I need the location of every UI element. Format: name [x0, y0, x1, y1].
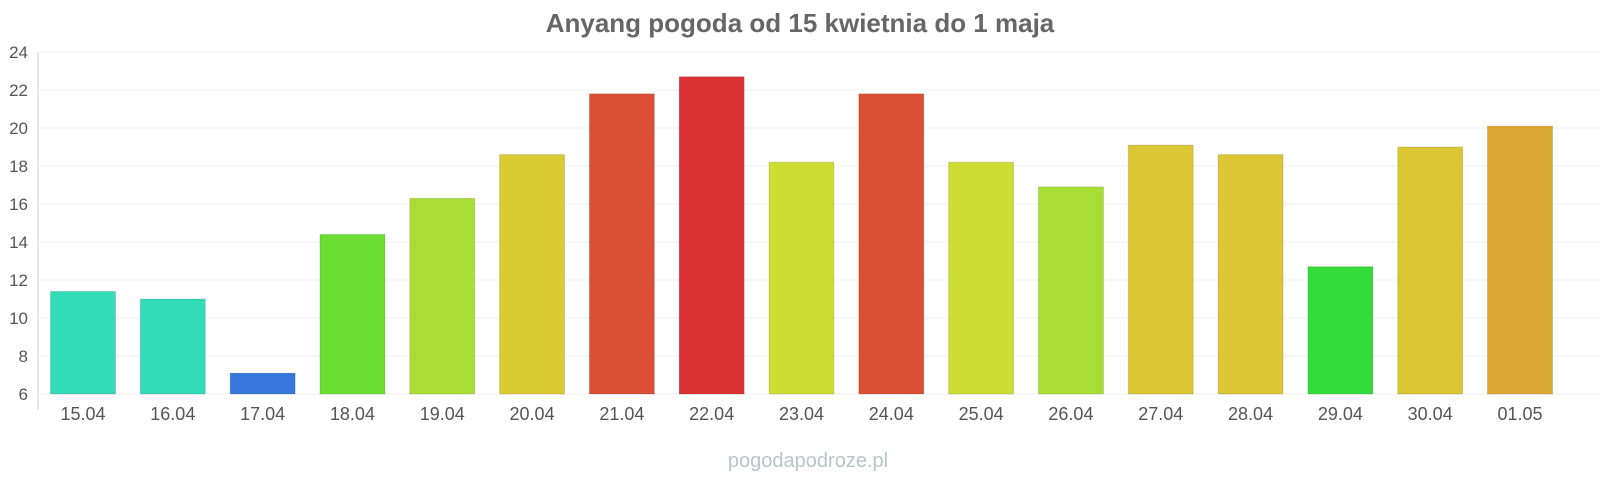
x-tick-label: 16.04 — [150, 404, 195, 424]
bar-28.04 — [1217, 154, 1284, 395]
bar-25.04 — [948, 161, 1015, 395]
bar-23.04 — [768, 161, 835, 395]
y-tick-label: 14 — [9, 233, 28, 252]
bar-18.04 — [319, 233, 386, 395]
x-tick-label: 22.04 — [689, 404, 734, 424]
x-tick-label: 24.04 — [869, 404, 914, 424]
bar-19.04 — [409, 197, 476, 395]
x-axis-ticks: 15.04 16.04 17.04 18.04 19.04 20.04 21.04 22.04… — [60, 404, 1542, 424]
x-tick-label: 01.05 — [1497, 404, 1542, 424]
x-tick-label: 20.04 — [510, 404, 555, 424]
y-tick-label: 8 — [19, 347, 28, 366]
bar-15.04 — [50, 290, 116, 395]
y-tick-label: 24 — [9, 43, 28, 62]
watermark: pogodapodroze.pl — [728, 450, 888, 472]
x-tick-label: 23.04 — [779, 404, 824, 424]
y-tick-label: 18 — [9, 157, 28, 176]
x-tick-label: 15.04 — [60, 404, 105, 424]
x-tick-label: 28.04 — [1228, 404, 1273, 424]
bar-29.04 — [1307, 266, 1374, 395]
x-tick-label: 29.04 — [1318, 404, 1363, 424]
x-tick-label: 17.04 — [240, 404, 285, 424]
y-axis-ticks: 6 8 10 12 14 16 18 20 22 24 — [9, 43, 28, 404]
bar-27.04 — [1127, 144, 1194, 395]
bar-24.04 — [858, 93, 925, 395]
y-tick-label: 22 — [9, 81, 28, 100]
bar-26.04 — [1037, 186, 1104, 395]
x-tick-label: 18.04 — [330, 404, 375, 424]
x-tick-label: 27.04 — [1138, 404, 1183, 424]
x-tick-label: 25.04 — [959, 404, 1004, 424]
y-tick-label: 20 — [9, 119, 28, 138]
x-tick-label: 19.04 — [420, 404, 465, 424]
bar-21.04 — [588, 93, 655, 395]
y-tick-label: 16 — [9, 195, 28, 214]
chart-title: Anyang pogoda od 15 kwietnia do 1 maja — [546, 8, 1055, 38]
bar-22.04 — [678, 76, 745, 395]
x-tick-label: 30.04 — [1408, 404, 1453, 424]
y-tick-label: 10 — [9, 309, 28, 328]
y-tick-label: 6 — [19, 385, 28, 404]
bar-20.04 — [499, 154, 566, 395]
bar-01.05 — [1487, 125, 1553, 395]
bar-17.04 — [229, 372, 296, 395]
x-tick-label: 26.04 — [1048, 404, 1093, 424]
bars — [50, 76, 1553, 395]
bar-30.04 — [1397, 146, 1464, 395]
x-tick-label: 21.04 — [599, 404, 644, 424]
bar-16.04 — [139, 298, 206, 395]
y-tick-label: 12 — [9, 271, 28, 290]
